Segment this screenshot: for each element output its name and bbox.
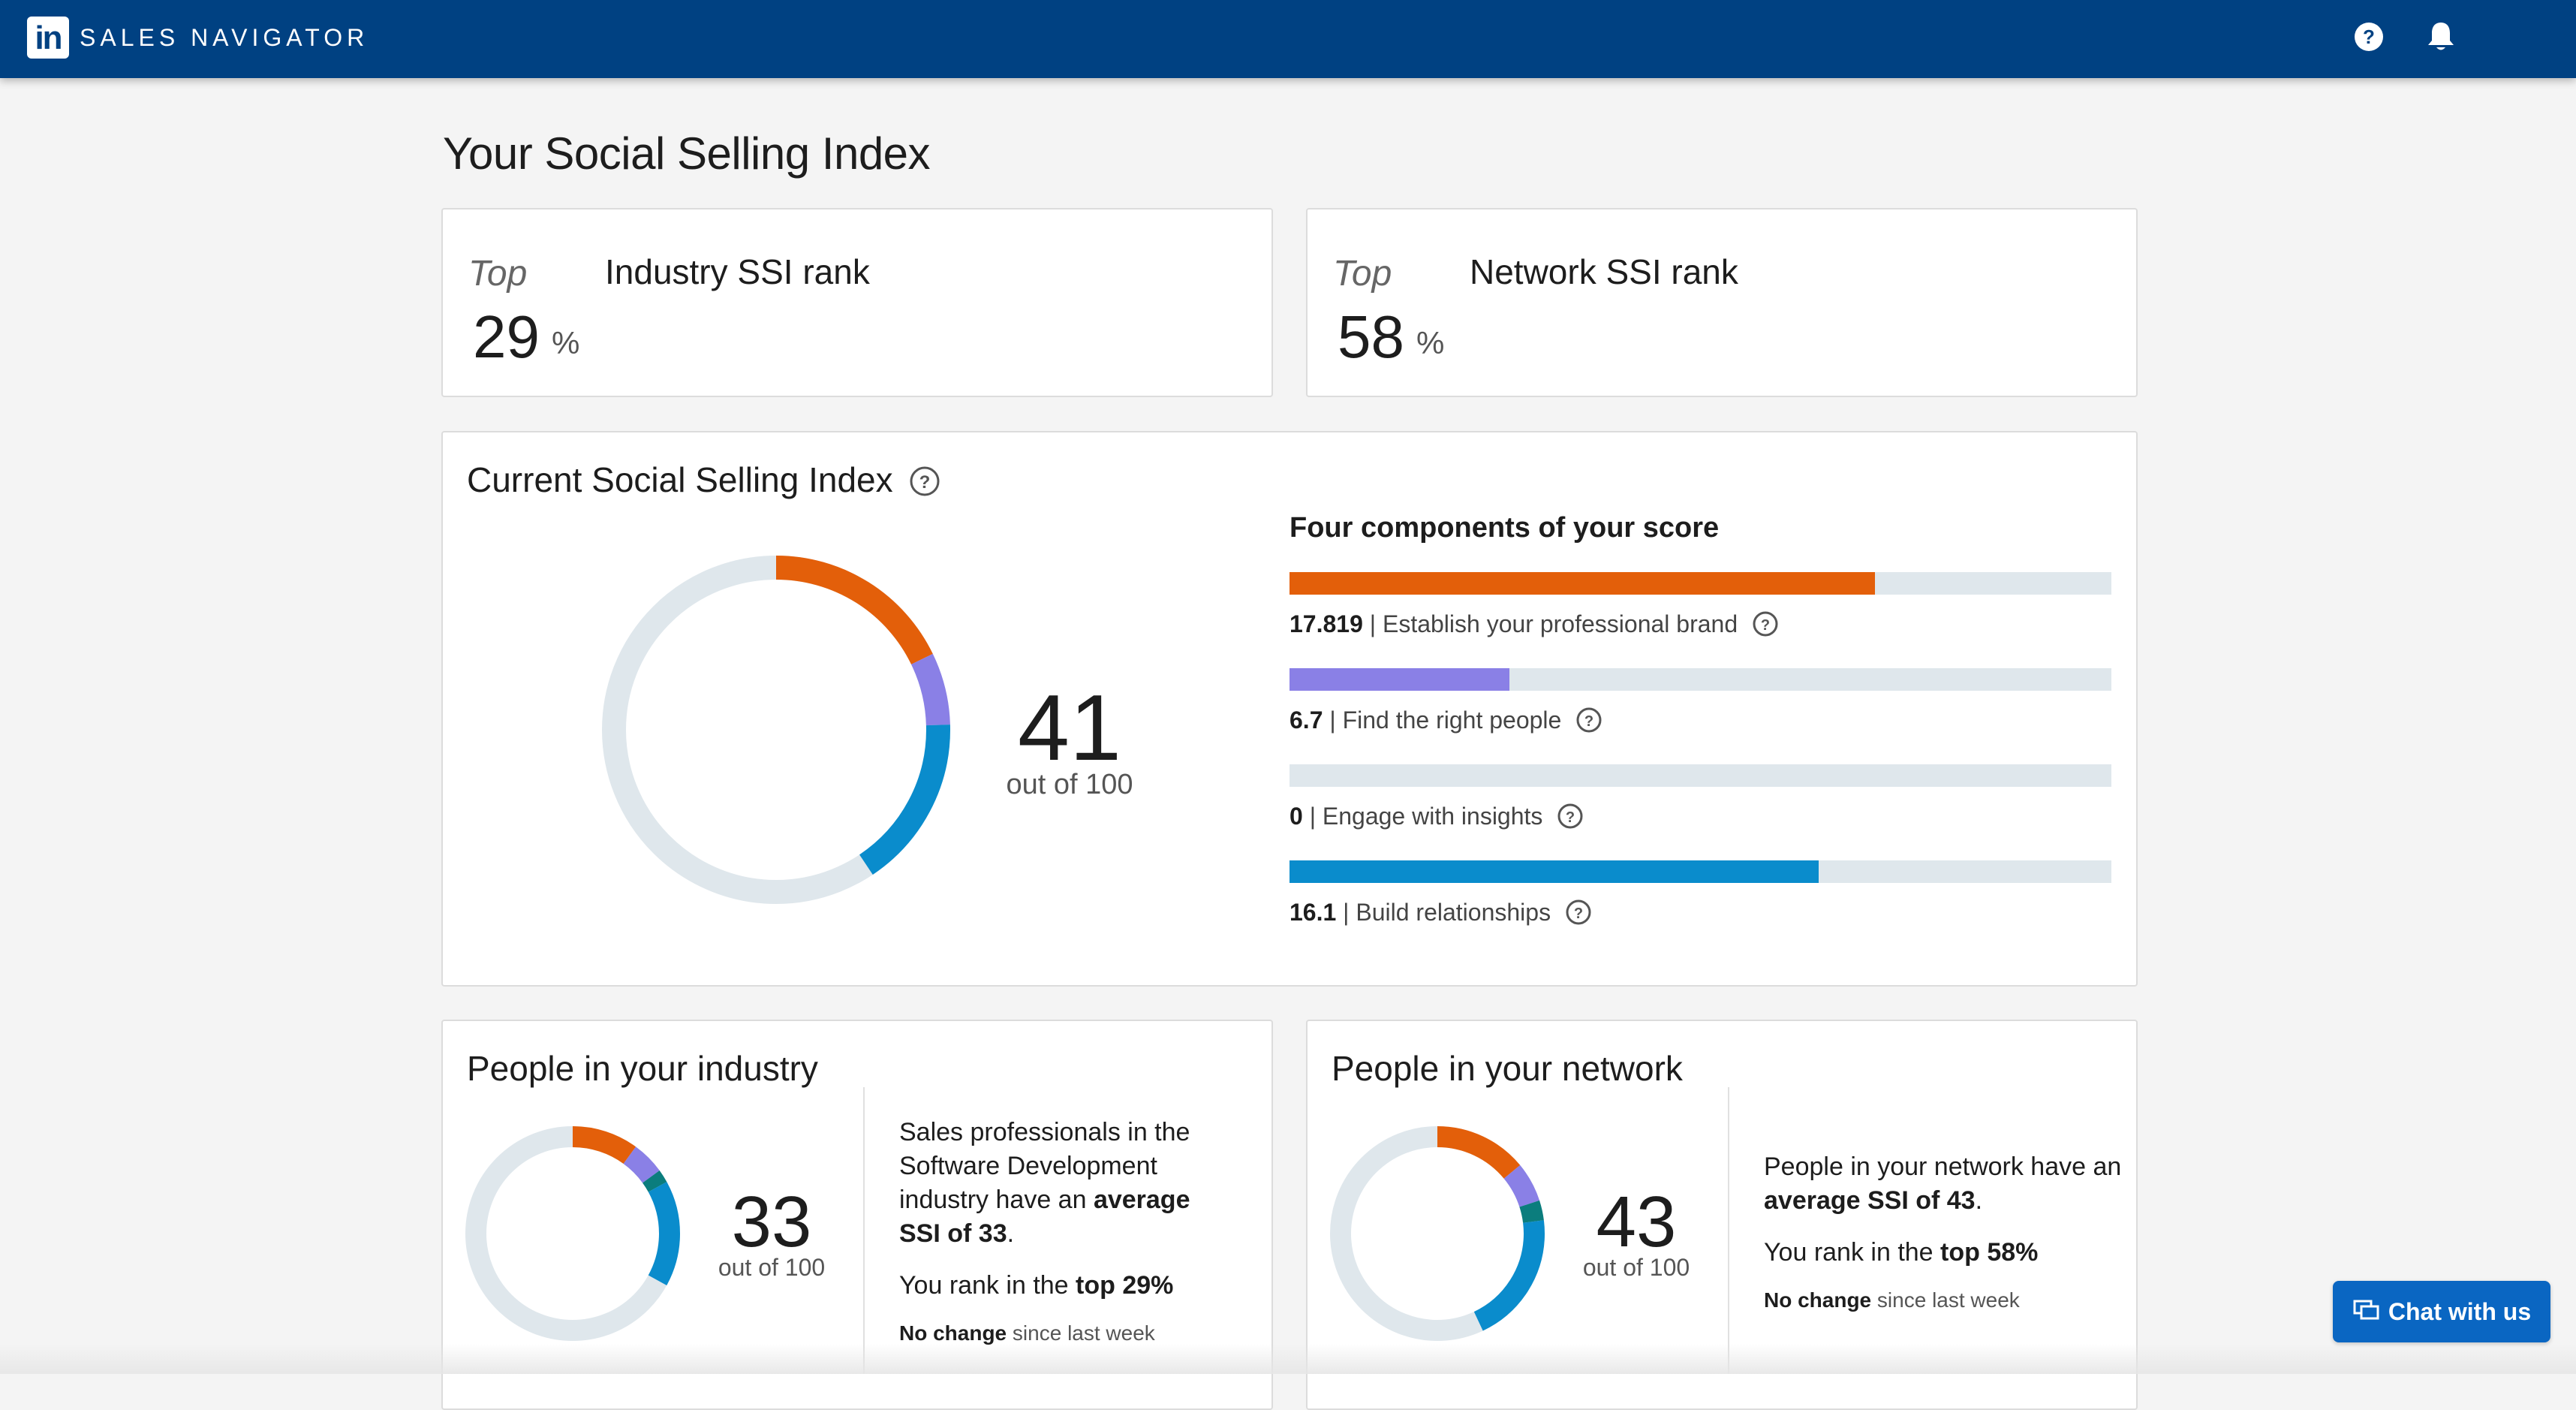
svg-text:?: ? [1761,617,1770,634]
network-text-post: . [1975,1186,1983,1215]
network-people-title: People in your network [1332,1049,1683,1088]
industry-change-note: No change since last week [899,1321,1155,1345]
industry-rank-value: 29 [473,303,540,370]
network-change-rest: since last week [1871,1288,2020,1312]
svg-text:?: ? [2363,26,2375,48]
component-bar-fill-brand [1290,572,1876,595]
industry-average-text: Sales professionals in the Software Deve… [899,1116,1229,1251]
network-rank-text: You rank in the top 58% [1764,1236,2124,1270]
component-text-people: | Find the right people [1329,706,1562,734]
donut-segment-0 [602,556,950,904]
help-icon[interactable]: ? [2352,18,2385,56]
bottom-fade [0,1344,2576,1374]
component-label-brand: 17.819 | Establish your professional bra… [1290,610,1780,638]
donut-segment-3 [602,556,950,904]
network-donut-chart [1330,1126,1545,1341]
donut-segment-0 [1330,1126,1545,1341]
donut-segment-3 [1330,1126,1545,1341]
network-rank-value: 58 [1338,303,1404,370]
industry-score: 33 [731,1182,812,1262]
brand-help-icon[interactable]: ? [1751,610,1780,638]
network-text-bold: average SSI of 43 [1764,1186,1976,1215]
component-text-relationships: | Build relationships [1343,898,1551,926]
industry-divider [863,1087,865,1374]
chat-icon [2353,1300,2379,1320]
svg-text:?: ? [1584,713,1593,730]
industry-text-post: . [1007,1219,1015,1248]
components-heading: Four components of your score [1290,512,1720,544]
current-ssi-title: Current Social Selling Index [467,460,893,499]
current-ssi-score-sub: out of 100 [1006,769,1133,800]
network-rank-unit: % [1416,325,1445,360]
industry-rank-bold: top 29% [1076,1271,1174,1300]
industry-change-bold: No change [899,1321,1007,1345]
industry-rank-title: Industry SSI rank [605,252,870,291]
svg-text:?: ? [1574,905,1583,922]
network-rank-pre: You rank in the [1764,1238,1941,1267]
network-score: 43 [1596,1182,1677,1262]
component-text-insights: | Engage with insights [1309,802,1543,830]
people-help-icon[interactable]: ? [1575,706,1603,734]
chat-with-us-button[interactable]: Chat with us [2333,1281,2550,1342]
industry-rank-pre: You rank in the [899,1271,1076,1300]
top-nav-bar: in SALES NAVIGATOR ? [0,0,2576,78]
current-ssi-score: 41 [1018,676,1121,780]
donut-segment-3 [465,1126,680,1341]
industry-text-pre: Sales professionals in the Software Deve… [899,1118,1190,1214]
current-ssi-help-icon[interactable]: ? [908,465,941,498]
component-bar-fill-relationships [1290,860,1819,883]
network-change-bold: No change [1764,1288,1872,1312]
network-rank-bold: top 58% [1940,1238,2039,1267]
component-value-relationships: 16.1 [1290,898,1337,926]
component-text-brand: | Establish your professional brand [1369,610,1738,637]
industry-donut-chart [465,1126,680,1341]
network-change-note: No change since last week [1764,1288,2020,1312]
network-divider [1728,1087,1729,1374]
app-name[interactable]: SALES NAVIGATOR [80,24,369,51]
network-average-text: People in your network have an average S… [1764,1150,2124,1218]
industry-rank-top-label: Top [468,254,528,294]
component-label-relationships: 16.1 | Build relationships ? [1290,898,1593,926]
component-label-insights: 0 | Engage with insights ? [1290,802,1584,830]
component-bar-fill-people [1290,668,1510,691]
industry-change-rest: since last week [1007,1321,1155,1345]
component-value-people: 6.7 [1290,706,1323,734]
page-title: Your Social Selling Index [443,128,931,179]
bell-icon[interactable] [2424,18,2457,56]
relationships-help-icon[interactable]: ? [1564,898,1593,926]
chat-button-label: Chat with us [2388,1297,2532,1325]
industry-rank-unit: % [552,325,580,360]
component-value-insights: 0 [1290,802,1303,830]
component-bar-brand [1290,572,2111,595]
industry-text-bold: average SSI of 33 [899,1186,1190,1248]
component-bar-relationships [1290,860,2111,883]
component-bar-people [1290,668,2111,691]
donut-segment-0 [465,1126,680,1341]
network-rank-title: Network SSI rank [1470,252,1738,291]
industry-people-title: People in your industry [467,1049,818,1088]
network-text-pre: People in your network have an [1764,1152,2122,1181]
network-score-sub: out of 100 [1582,1254,1690,1281]
industry-score-sub: out of 100 [718,1254,826,1281]
network-rank-top-label: Top [1333,254,1392,294]
ssi-donut-chart [602,556,950,904]
component-bar-insights [1290,764,2111,787]
network-rank-card: Top 58 % Network SSI rank [1306,208,2138,397]
component-value-brand: 17.819 [1290,610,1363,637]
svg-text:?: ? [919,472,931,493]
industry-rank-card: Top 29 % Industry SSI rank [441,208,1273,397]
linkedin-logo[interactable]: in [27,17,69,59]
component-label-people: 6.7 | Find the right people ? [1290,706,1603,734]
svg-text:?: ? [1566,809,1575,826]
insights-help-icon[interactable]: ? [1556,802,1584,830]
industry-rank-text: You rank in the top 29% [899,1269,1244,1303]
